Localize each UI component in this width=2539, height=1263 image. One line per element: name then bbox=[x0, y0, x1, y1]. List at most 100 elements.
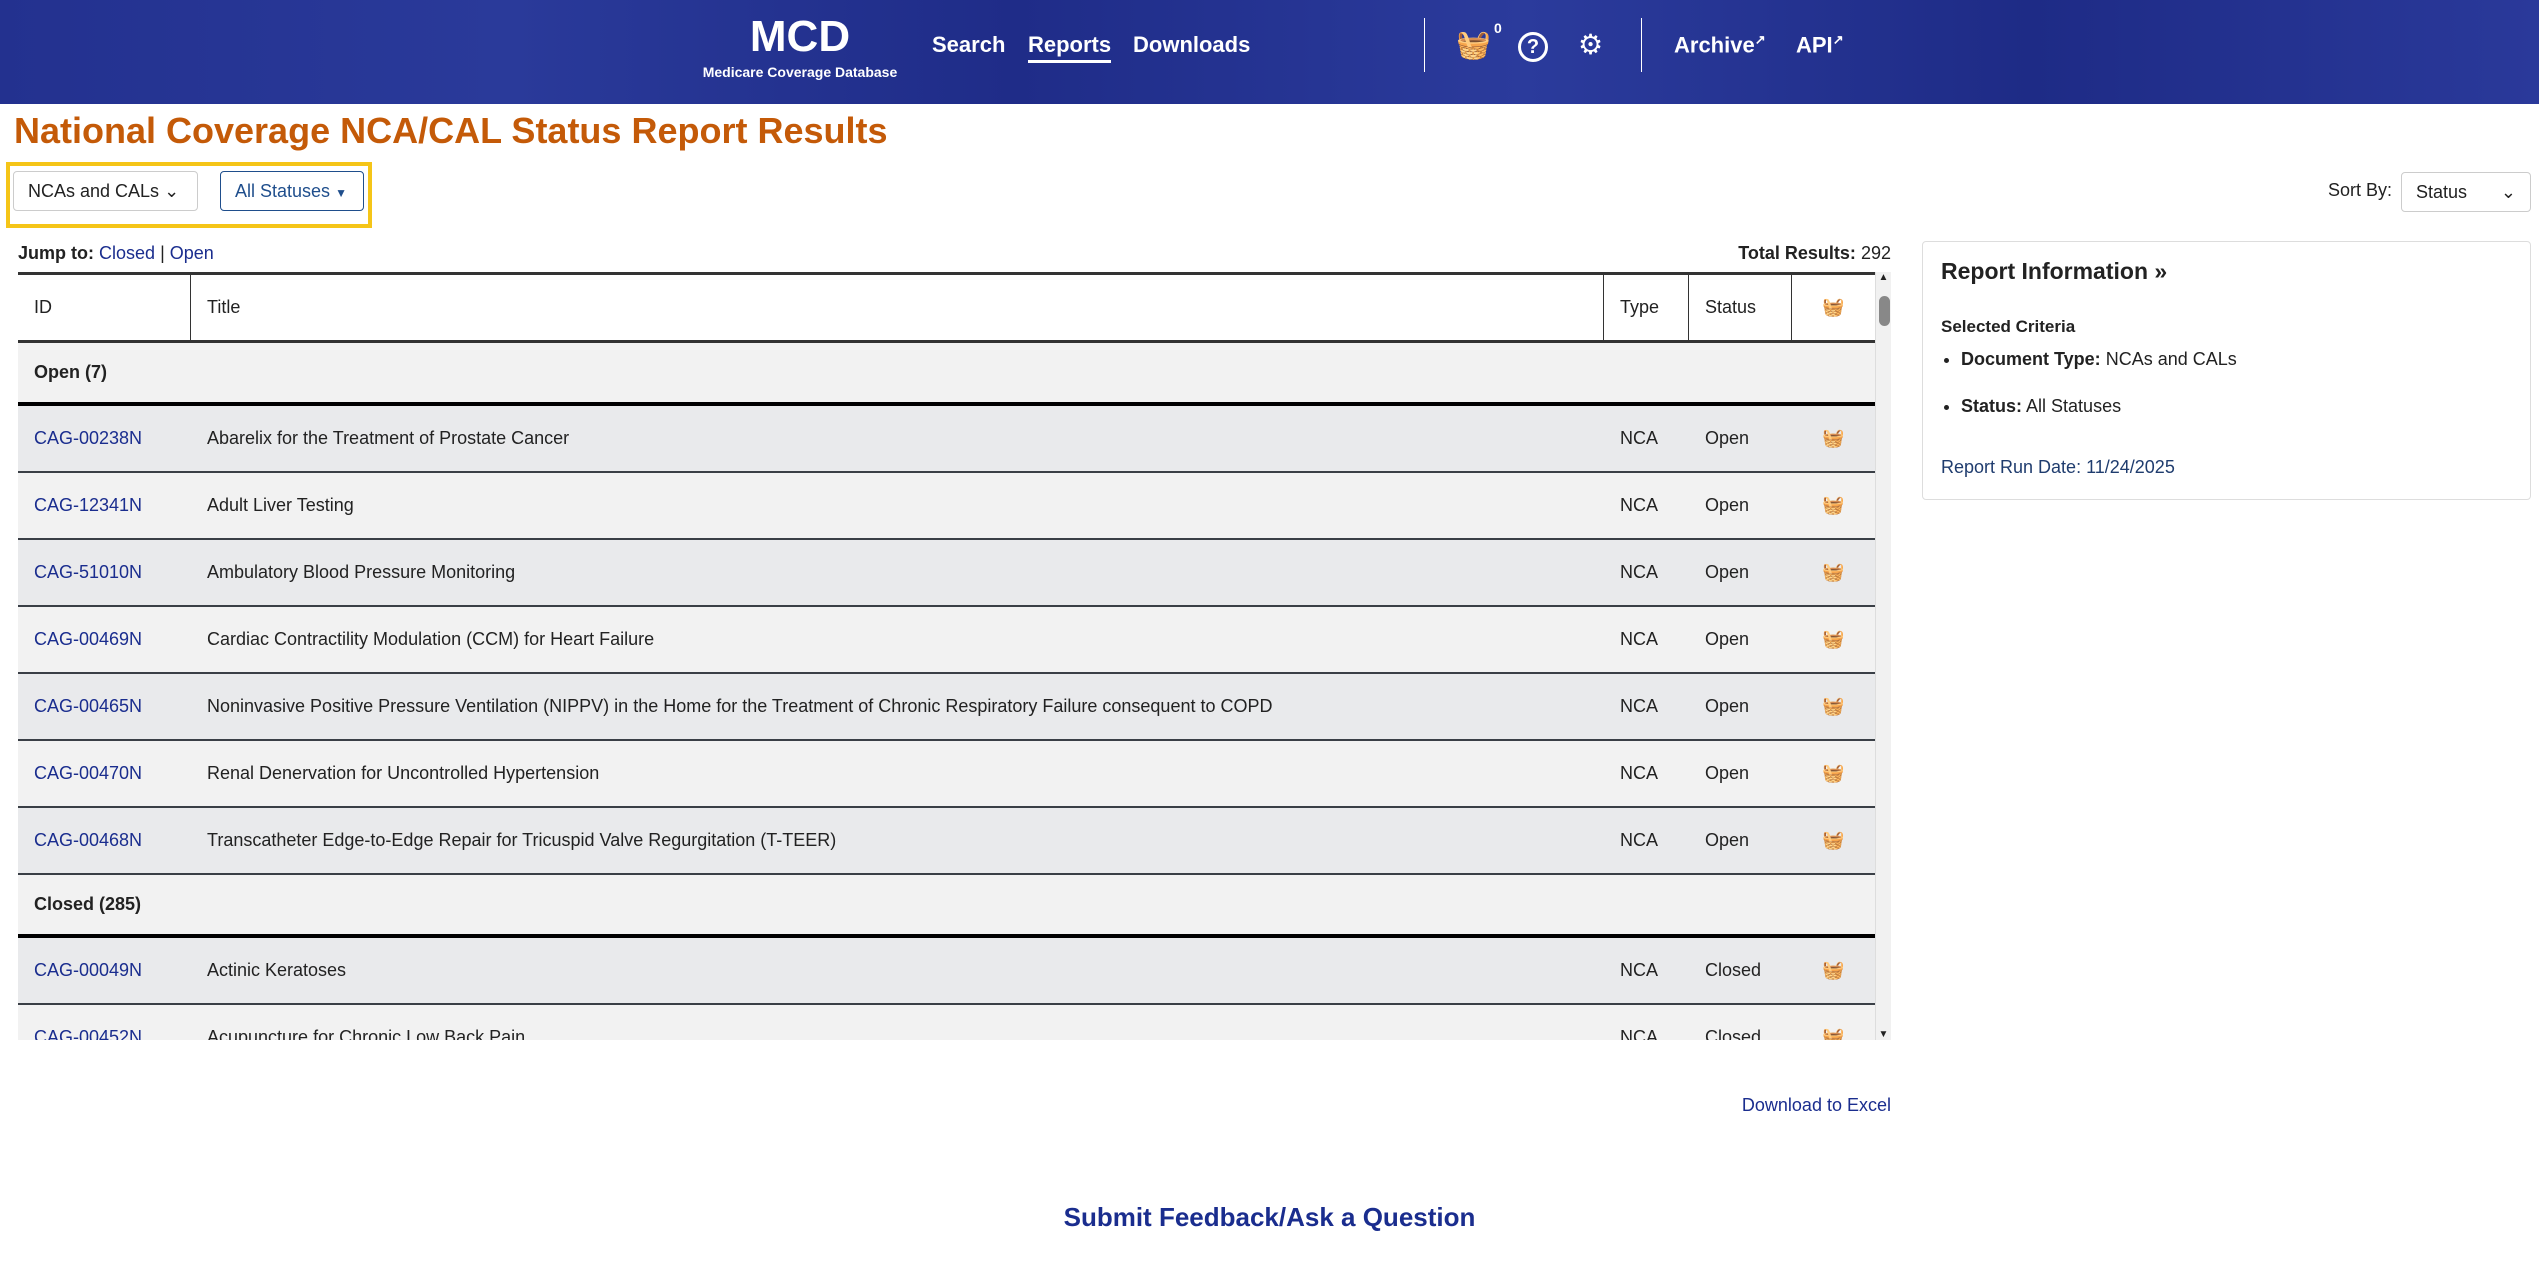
criteria-status: Status: All Statuses bbox=[1961, 396, 2512, 417]
selected-criteria-heading: Selected Criteria bbox=[1941, 317, 2076, 336]
document-id-link[interactable]: CAG-51010N bbox=[34, 562, 143, 582]
basket-icon: 🧺 bbox=[1822, 297, 1845, 317]
document-title: Abarelix for the Treatment of Prostate C… bbox=[207, 428, 570, 448]
divider bbox=[1641, 18, 1642, 72]
table-scrollbar[interactable]: ▲ ▼ bbox=[1875, 272, 1891, 1040]
group-row: Open (7) bbox=[18, 343, 1875, 406]
document-title: Adult Liver Testing bbox=[207, 495, 354, 515]
mcd-logo[interactable]: MCD Medicare Coverage Database bbox=[702, 12, 898, 81]
group-row: Closed (285) bbox=[18, 875, 1875, 938]
table-row: CAG-12341N Adult Liver Testing NCA Open … bbox=[18, 473, 1875, 540]
add-to-basket-icon[interactable]: 🧺 bbox=[1822, 428, 1845, 448]
document-type-select[interactable]: NCAs and CALs ⌄ bbox=[13, 171, 198, 211]
nav-search[interactable]: Search bbox=[932, 32, 1006, 57]
chevron-down-icon: ⌄ bbox=[164, 181, 180, 201]
document-id-link[interactable]: CAG-00469N bbox=[34, 629, 143, 649]
divider bbox=[1424, 18, 1425, 72]
document-id-link[interactable]: CAG-00238N bbox=[34, 428, 143, 448]
panel-title[interactable]: Report Information » bbox=[1941, 258, 2168, 284]
document-status: Open bbox=[1705, 629, 1750, 649]
nav-archive[interactable]: Archive↗ bbox=[1674, 32, 1766, 58]
nav-api[interactable]: API↗ bbox=[1796, 32, 1844, 58]
chevron-down-icon: ⌄ bbox=[2500, 182, 2516, 202]
add-to-basket-icon[interactable]: 🧺 bbox=[1822, 763, 1845, 783]
document-title: Renal Denervation for Uncontrolled Hyper… bbox=[207, 763, 600, 783]
add-to-basket-icon[interactable]: 🧺 bbox=[1822, 830, 1845, 850]
document-id-link[interactable]: CAG-00049N bbox=[34, 960, 143, 980]
document-status: Open bbox=[1705, 830, 1750, 850]
document-status: Open bbox=[1705, 696, 1750, 716]
document-status: Closed bbox=[1705, 960, 1762, 980]
report-information-panel: Report Information » Selected Criteria D… bbox=[1922, 241, 2531, 500]
add-to-basket-icon[interactable]: 🧺 bbox=[1822, 495, 1845, 515]
document-status: Open bbox=[1705, 763, 1750, 783]
document-type: NCA bbox=[1620, 495, 1659, 515]
submit-feedback-link[interactable]: Submit Feedback/Ask a Question bbox=[1063, 1202, 1476, 1232]
nav-downloads[interactable]: Downloads bbox=[1133, 32, 1251, 57]
status-dropdown[interactable]: All Statuses ▼ bbox=[220, 171, 364, 211]
criteria-doc-type: Document Type: NCAs and CALs bbox=[1961, 349, 2512, 370]
document-type: NCA bbox=[1620, 629, 1659, 649]
jump-closed-link[interactable]: Closed bbox=[99, 243, 156, 263]
cart-count: 0 bbox=[1494, 20, 1502, 36]
table-row: CAG-00452N Acupuncture for Chronic Low B… bbox=[18, 1005, 1875, 1040]
add-to-basket-icon[interactable]: 🧺 bbox=[1822, 562, 1845, 582]
page-title: National Coverage NCA/CAL Status Report … bbox=[14, 110, 888, 151]
scroll-thumb[interactable] bbox=[1879, 296, 1890, 326]
basket-icon[interactable]: 🧺 bbox=[1456, 29, 1491, 60]
document-title: Acupuncture for Chronic Low Back Pain bbox=[207, 1027, 526, 1040]
table-row: CAG-51010N Ambulatory Blood Pressure Mon… bbox=[18, 540, 1875, 607]
document-id-link[interactable]: CAG-00468N bbox=[34, 830, 143, 850]
col-title[interactable]: Title bbox=[191, 275, 1604, 340]
scroll-down-icon[interactable]: ▼ bbox=[1878, 1029, 1889, 1040]
add-to-basket-icon[interactable]: 🧺 bbox=[1822, 629, 1845, 649]
document-status: Open bbox=[1705, 562, 1750, 582]
document-type: NCA bbox=[1620, 1027, 1659, 1040]
table-row: CAG-00465N Noninvasive Positive Pressure… bbox=[18, 674, 1875, 741]
external-link-icon: ↗ bbox=[1754, 32, 1766, 47]
document-type: NCA bbox=[1620, 696, 1659, 716]
add-to-basket-icon[interactable]: 🧺 bbox=[1822, 960, 1845, 980]
table-row: CAG-00049N Actinic Keratoses NCA Closed … bbox=[18, 938, 1875, 1005]
results-table: ID Title Type Status 🧺 Open (7) CAG-00238… bbox=[18, 272, 1875, 1040]
document-title: Cardiac Contractility Modulation (CCM) f… bbox=[207, 629, 655, 649]
table-row: CAG-00469N Cardiac Contractility Modulat… bbox=[18, 607, 1875, 674]
sort-select[interactable]: Status ⌄ bbox=[2401, 172, 2531, 212]
add-to-basket-icon[interactable]: 🧺 bbox=[1822, 696, 1845, 716]
document-id-link[interactable]: CAG-00465N bbox=[34, 696, 143, 716]
document-status: Open bbox=[1705, 428, 1750, 448]
jump-to: Jump to: Closed | Open bbox=[18, 243, 214, 263]
document-id-link[interactable]: CAG-12341N bbox=[34, 495, 143, 515]
table-header: ID Title Type Status 🧺 bbox=[18, 275, 1875, 343]
external-link-icon: ↗ bbox=[1832, 32, 1844, 47]
help-icon[interactable]: ? bbox=[1518, 32, 1548, 62]
table-row: CAG-00470N Renal Denervation for Uncontr… bbox=[18, 741, 1875, 808]
jump-open-link[interactable]: Open bbox=[169, 243, 214, 263]
sort-label: Sort By: bbox=[2328, 180, 2393, 200]
document-type: NCA bbox=[1620, 763, 1659, 783]
add-to-basket-icon[interactable]: 🧺 bbox=[1822, 1027, 1845, 1040]
caret-down-icon: ▼ bbox=[335, 186, 347, 200]
col-type[interactable]: Type bbox=[1604, 275, 1689, 340]
document-status: Open bbox=[1705, 495, 1750, 515]
document-id-link[interactable]: CAG-00452N bbox=[34, 1027, 143, 1040]
site-header: MCD Medicare Coverage Database Search Re… bbox=[0, 0, 2539, 104]
document-status: Closed bbox=[1705, 1027, 1762, 1040]
download-excel-link[interactable]: Download to Excel bbox=[1741, 1095, 1891, 1115]
document-title: Actinic Keratoses bbox=[207, 960, 347, 980]
document-type: NCA bbox=[1620, 428, 1659, 448]
document-type: NCA bbox=[1620, 562, 1659, 582]
table-row: CAG-00238N Abarelix for the Treatment of… bbox=[18, 406, 1875, 473]
scroll-up-icon[interactable]: ▲ bbox=[1878, 272, 1889, 283]
document-title: Ambulatory Blood Pressure Monitoring bbox=[207, 562, 516, 582]
col-id[interactable]: ID bbox=[18, 275, 191, 340]
document-type: NCA bbox=[1620, 960, 1659, 980]
report-run-date: Report Run Date: 11/24/2025 bbox=[1941, 457, 2175, 477]
document-title: Transcatheter Edge-to-Edge Repair for Tr… bbox=[207, 830, 837, 850]
document-id-link[interactable]: CAG-00470N bbox=[34, 763, 143, 783]
document-title: Noninvasive Positive Pressure Ventilatio… bbox=[207, 696, 1273, 716]
col-status[interactable]: Status bbox=[1689, 275, 1792, 340]
nav-reports[interactable]: Reports bbox=[1028, 32, 1112, 63]
gear-icon[interactable]: ⚙ bbox=[1578, 29, 1604, 60]
total-results: Total Results: 292 bbox=[1738, 243, 1891, 263]
